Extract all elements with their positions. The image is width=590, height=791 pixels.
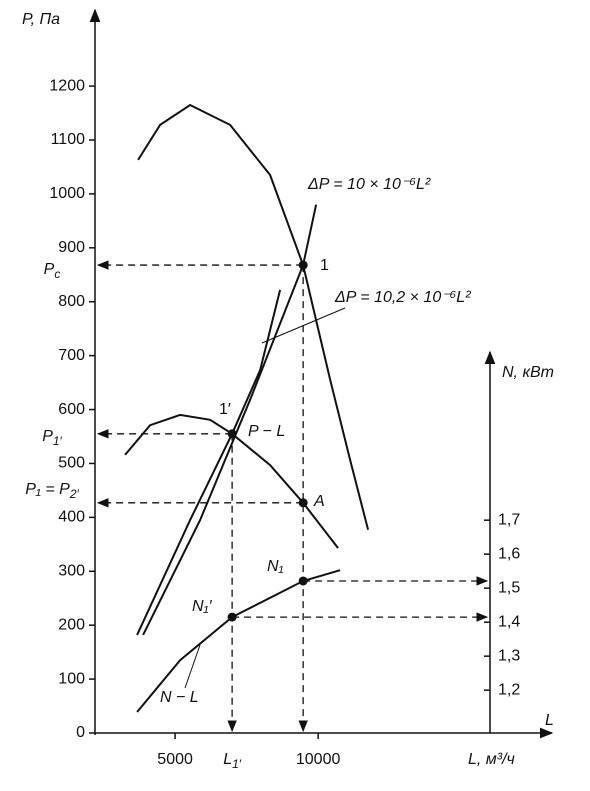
label-main: P <box>42 428 53 445</box>
curve <box>142 204 318 636</box>
label-sub: с <box>54 267 60 281</box>
y-tick-label: 1200 <box>49 77 85 94</box>
point <box>227 429 237 439</box>
point <box>298 576 308 586</box>
leader <box>184 644 201 689</box>
curve <box>124 413 339 549</box>
curve <box>137 103 370 531</box>
x-axis-title: L, м³/ч <box>468 751 515 768</box>
label-sub: 1′ <box>53 434 63 448</box>
curve <box>136 289 282 636</box>
y-tick-label: 600 <box>58 401 85 418</box>
y-tick-label: 900 <box>58 239 85 256</box>
y-tick-label: 500 <box>58 455 85 472</box>
y2-tick-label: 1,3 <box>498 647 520 664</box>
x-axis-end-label: L <box>545 712 554 729</box>
point <box>298 260 308 270</box>
y-tick-label: 300 <box>58 562 85 579</box>
point-label: 1 <box>320 257 329 274</box>
x-tick-label: 10000 <box>296 751 341 768</box>
y2-tick-label: 1,5 <box>498 579 520 596</box>
point-label: N₁′ <box>192 598 213 615</box>
y-tick-label: 400 <box>58 509 85 526</box>
curve-label: N − L <box>160 689 199 706</box>
y-tick-label: 1100 <box>51 131 86 148</box>
y-tick-label: 200 <box>58 616 85 633</box>
x-tick-label: 5000 <box>157 751 193 768</box>
y-tick-label: 800 <box>58 293 85 310</box>
y-tick-label: 100 <box>58 670 85 687</box>
axis-point-label: P₁ = P2′ <box>25 481 79 501</box>
y2-tick-label: 1,2 <box>498 681 520 698</box>
label-sub: 2′ <box>69 487 80 501</box>
y-axis-title: P, Па <box>22 11 60 28</box>
y-tick-label: 0 <box>76 724 85 741</box>
curve-label: P − L <box>248 423 285 440</box>
point-label: 1′ <box>219 401 231 418</box>
label-main: L <box>223 751 232 768</box>
y2-tick-label: 1,6 <box>498 545 520 562</box>
axis-point-label: Pс <box>44 261 61 281</box>
y2-axis-title: N, кВт <box>502 364 554 381</box>
point <box>298 498 308 508</box>
point-label: N₁ <box>267 558 284 575</box>
axis-point-label: L1′ <box>223 751 242 771</box>
curve-label: ΔP = 10,2 × 10⁻⁶L² <box>334 289 471 306</box>
y-tick-label: 700 <box>58 347 85 364</box>
y2-tick-label: 1,7 <box>498 511 520 528</box>
y-tick-label: 1000 <box>49 185 85 202</box>
label-main: P₁ = P <box>25 481 70 498</box>
point <box>227 612 237 622</box>
point-label: A <box>313 493 325 510</box>
curve-label: ΔP = 10 × 10⁻⁶L² <box>307 176 431 193</box>
label-sub: 1′ <box>232 757 242 771</box>
y2-tick-label: 1,4 <box>498 613 520 630</box>
label-main: P <box>44 261 55 278</box>
axis-point-label: P1′ <box>42 428 62 448</box>
